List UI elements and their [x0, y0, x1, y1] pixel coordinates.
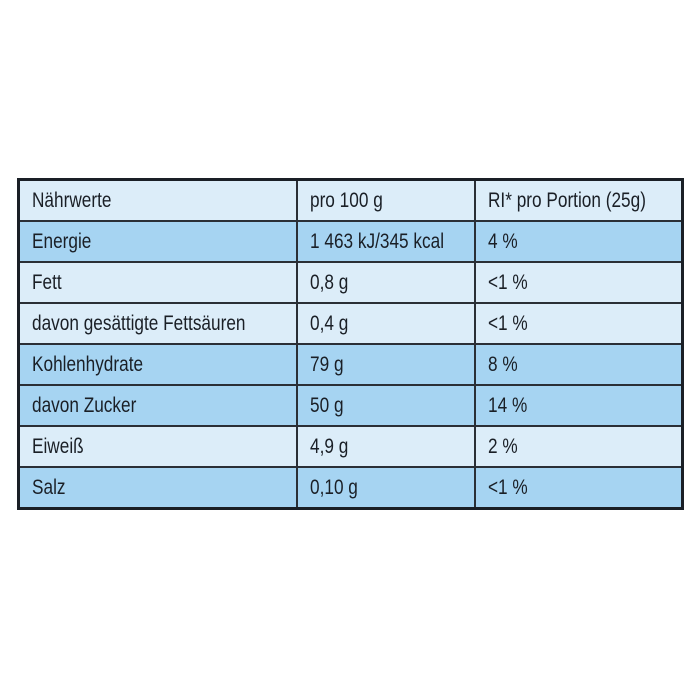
header-cell: Nährwerte — [17, 178, 299, 222]
table-row: davon Zucker 50 g 14 % — [17, 384, 684, 427]
table-cell: 1 463 kJ/345 kcal — [296, 220, 477, 263]
table-cell: davon Zucker — [17, 384, 299, 427]
table-cell: 2 % — [474, 425, 684, 468]
table-row: Kohlenhydrate 79 g 8 % — [17, 343, 684, 386]
header-label: pro 100 g — [310, 188, 383, 212]
cell-text: Fett — [32, 270, 62, 294]
cell-text: 0,4 g — [310, 311, 349, 335]
table-row: Eiweiß 4,9 g 2 % — [17, 425, 684, 468]
nutrition-table: Nährwerte pro 100 g RI* pro Portion (25g… — [17, 178, 684, 510]
table-cell: Kohlenhydrate — [17, 343, 299, 386]
cell-text: Eiweiß — [32, 434, 84, 458]
cell-text: 0,10 g — [310, 475, 359, 499]
table-cell: 14 % — [474, 384, 684, 427]
cell-text: 8 % — [488, 352, 519, 376]
header-cell: pro 100 g — [296, 178, 477, 222]
cell-text: 50 g — [310, 393, 344, 417]
table-cell: Eiweiß — [17, 425, 299, 468]
cell-text: 1 463 kJ/345 kcal — [310, 229, 445, 253]
cell-text: <1 % — [488, 475, 529, 499]
header-label: RI* pro Portion (25g) — [488, 188, 647, 212]
cell-text: Energie — [32, 229, 92, 253]
table-cell: Energie — [17, 220, 299, 263]
table-row: Fett 0,8 g <1 % — [17, 261, 684, 304]
table-cell: Fett — [17, 261, 299, 304]
header-label: Nährwerte — [32, 188, 112, 212]
table-cell: <1 % — [474, 466, 684, 510]
cell-text: davon Zucker — [32, 393, 137, 417]
table-cell: Salz — [17, 466, 299, 510]
cell-text: Kohlenhydrate — [32, 352, 144, 376]
cell-text: <1 % — [488, 311, 529, 335]
cell-text: 79 g — [310, 352, 344, 376]
table-cell: 4 % — [474, 220, 684, 263]
cell-text: 14 % — [488, 393, 528, 417]
cell-text: 4 % — [488, 229, 519, 253]
table-cell: 8 % — [474, 343, 684, 386]
table-cell: davon gesättigte Fettsäuren — [17, 302, 299, 345]
cell-text: <1 % — [488, 270, 529, 294]
table-cell: 0,4 g — [296, 302, 477, 345]
table-cell: 79 g — [296, 343, 477, 386]
table-cell: 0,8 g — [296, 261, 477, 304]
header-cell: RI* pro Portion (25g) — [474, 178, 684, 222]
cell-text: 0,8 g — [310, 270, 349, 294]
table-row: Energie 1 463 kJ/345 kcal 4 % — [17, 220, 684, 263]
table-cell: 4,9 g — [296, 425, 477, 468]
cell-text: 2 % — [488, 434, 519, 458]
cell-text: 4,9 g — [310, 434, 349, 458]
table-header-row: Nährwerte pro 100 g RI* pro Portion (25g… — [17, 178, 684, 222]
cell-text: davon gesättigte Fettsäuren — [32, 311, 246, 335]
table-row: Salz 0,10 g <1 % — [17, 466, 684, 510]
table-cell: 0,10 g — [296, 466, 477, 510]
cell-text: Salz — [32, 475, 66, 499]
table-cell: <1 % — [474, 302, 684, 345]
table-row: davon gesättigte Fettsäuren 0,4 g <1 % — [17, 302, 684, 345]
table-cell: <1 % — [474, 261, 684, 304]
table-cell: 50 g — [296, 384, 477, 427]
